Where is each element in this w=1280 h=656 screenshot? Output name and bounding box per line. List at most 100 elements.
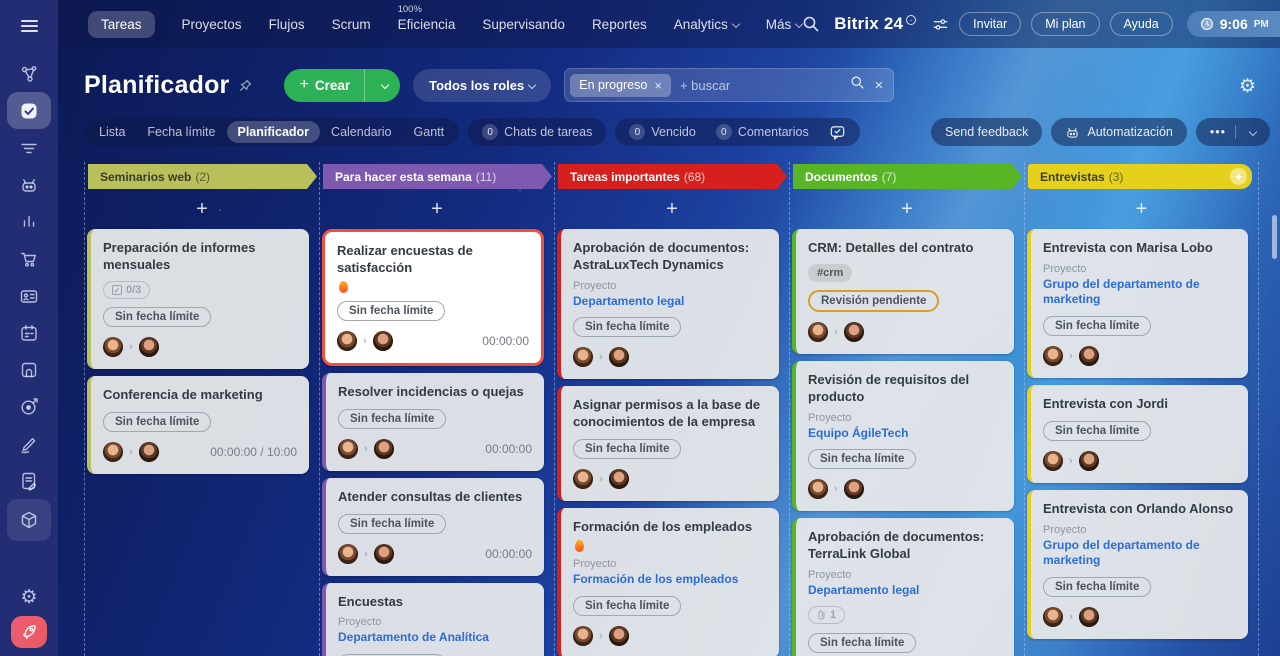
tab-calendario[interactable]: Calendario <box>331 125 392 139</box>
avatar[interactable] <box>808 321 828 342</box>
avatar[interactable] <box>1043 346 1063 367</box>
deadline-pill[interactable]: Sin fecha límite <box>1043 316 1152 337</box>
column-header[interactable]: Tareas importantes (68) <box>558 164 787 189</box>
avatar[interactable] <box>373 438 394 459</box>
task-filter-search[interactable]: En progreso × + buscar × <box>564 68 895 102</box>
avatar[interactable] <box>337 330 357 351</box>
column-header[interactable]: Entrevistas (3) + <box>1028 164 1252 189</box>
deadline-pill[interactable]: Sin fecha límite <box>338 408 447 429</box>
invite-button[interactable]: Invitar <box>959 12 1022 36</box>
rocket-icon[interactable] <box>11 616 47 648</box>
nav-mas[interactable]: Más <box>766 17 804 32</box>
project-link[interactable]: Formación de los empleados <box>573 572 739 587</box>
crm-contact-card-icon[interactable] <box>7 277 51 314</box>
automation-button[interactable]: Automatización <box>1051 118 1187 146</box>
task-card[interactable]: Aprobación de documentos: TerraLink Glob… <box>792 518 1014 656</box>
deadline-pill[interactable]: Sin fecha límite <box>808 449 917 470</box>
task-card[interactable]: Formación de los empleados Proyecto Form… <box>557 508 779 656</box>
vertical-scrollbar[interactable] <box>1272 215 1277 259</box>
analytics-chart-icon[interactable] <box>7 203 51 240</box>
tab-fecha-limite[interactable]: Fecha límite <box>147 125 216 139</box>
avatar[interactable] <box>138 336 159 357</box>
sign-pen-icon[interactable] <box>7 425 51 462</box>
board-settings-gear-icon[interactable]: ⚙ <box>1238 76 1256 97</box>
column-header[interactable]: Documentos (7) <box>793 164 1022 189</box>
add-task-button[interactable]: + <box>666 197 678 220</box>
overdue-counter[interactable]: 0 Vencido <box>619 120 705 144</box>
settings-gear-icon[interactable]: ⚙ <box>20 587 38 608</box>
create-button[interactable]: + Crear <box>283 68 401 102</box>
deadline-pill[interactable]: Sin fecha límite <box>573 317 682 338</box>
nav-proyectos[interactable]: Proyectos <box>181 16 242 32</box>
avatar[interactable] <box>372 330 393 351</box>
tab-gantt[interactable]: Gantt <box>413 125 445 139</box>
deadline-pill[interactable]: Sin fecha límite <box>338 513 447 534</box>
send-feedback-button[interactable]: Send feedback <box>930 118 1043 146</box>
avatar[interactable] <box>608 469 629 490</box>
avatar[interactable] <box>1078 450 1099 471</box>
task-card[interactable]: Entrevista con Jordi Sin fecha límite › <box>1027 385 1248 483</box>
deadline-pill[interactable]: Sin fecha límite <box>103 306 212 327</box>
planner-calendar-icon[interactable] <box>7 314 51 351</box>
more-actions-button[interactable]: ••• <box>1209 125 1226 139</box>
add-task-button[interactable]: + <box>431 197 443 220</box>
chip-remove-icon[interactable]: × <box>654 77 662 93</box>
tasks-icon[interactable] <box>7 92 51 129</box>
add-task-button[interactable]: + <box>196 197 208 220</box>
feed-icon[interactable] <box>7 129 51 166</box>
avatar[interactable] <box>573 625 593 646</box>
column-header[interactable]: Para hacer esta semana (11) <box>323 164 552 189</box>
warehouse-cube-icon[interactable] <box>7 499 51 541</box>
search-icon[interactable] <box>802 15 820 33</box>
avatar[interactable] <box>1043 607 1063 628</box>
project-link[interactable]: Departamento legal <box>573 293 685 308</box>
project-link[interactable]: Grupo del departamento de marketing <box>1043 537 1200 568</box>
task-chats-counter[interactable]: 0 Chats de tareas <box>468 118 607 146</box>
avatar[interactable] <box>1078 346 1099 367</box>
deadline-pill[interactable]: Sin fecha límite <box>1043 420 1152 441</box>
deadline-pill[interactable]: Sin fecha límite <box>573 595 682 616</box>
status-pill[interactable]: Revisión pendiente <box>808 289 940 312</box>
avatar[interactable] <box>608 625 629 646</box>
avatar[interactable] <box>608 347 629 368</box>
copilot-robot-icon[interactable] <box>7 166 51 203</box>
deadline-pill[interactable]: Sin fecha límite <box>337 300 446 321</box>
task-card[interactable]: Asignar permisos a la base de conocimien… <box>557 386 779 502</box>
share-network-icon[interactable] <box>7 55 51 92</box>
chat-check-icon[interactable] <box>819 120 856 145</box>
task-card[interactable]: Aprobación de documentos: AstraLuxTech D… <box>557 229 779 380</box>
shopping-cart-icon[interactable] <box>7 240 51 277</box>
clock-widget[interactable]: 9:06 PM <box>1186 11 1280 37</box>
task-card[interactable]: Conferencia de marketing Sin fecha límit… <box>87 375 309 474</box>
search-submit-icon[interactable] <box>850 75 865 95</box>
tariff-sliders-icon[interactable] <box>932 16 949 33</box>
add-task-button[interactable]: + <box>1135 197 1148 220</box>
avatar[interactable] <box>808 479 828 500</box>
marketing-target-icon[interactable] <box>7 388 51 425</box>
deadline-pill[interactable]: Sin fecha límite <box>573 439 682 460</box>
project-link[interactable]: Departamento de Analítica <box>338 630 489 645</box>
roles-filter-dropdown[interactable]: Todos los roles <box>413 68 552 102</box>
task-card[interactable]: Resolver incidencias o quejas Sin fecha … <box>322 372 544 471</box>
task-card[interactable]: Preparación de informes mensuales ✓ 0/3 S… <box>87 229 309 369</box>
avatar[interactable] <box>843 321 864 342</box>
pin-icon[interactable] <box>239 79 252 97</box>
avatar[interactable] <box>1043 450 1063 471</box>
menu-hamburger-icon[interactable] <box>20 17 38 35</box>
avatar[interactable] <box>338 438 358 459</box>
tab-lista[interactable]: Lista <box>99 125 126 139</box>
avatar[interactable] <box>138 441 159 462</box>
add-stage-button[interactable]: + <box>1230 168 1247 185</box>
avatar[interactable] <box>338 543 358 564</box>
avatar[interactable] <box>573 469 593 490</box>
project-link[interactable]: Departamento legal <box>808 583 920 598</box>
task-card[interactable]: Atender consultas de clientes Sin fecha … <box>322 477 544 576</box>
avatar[interactable] <box>843 479 864 500</box>
deadline-pill[interactable]: Sin fecha límite <box>808 632 917 653</box>
bitrix24-logo[interactable]: Bitrix 24 · <box>834 14 918 34</box>
task-card[interactable]: Encuestas Proyecto Departamento de Analí… <box>322 582 544 656</box>
avatar[interactable] <box>103 336 123 357</box>
project-link[interactable]: Equipo ÁgileTech <box>808 425 909 440</box>
create-dropdown-caret[interactable] <box>365 69 400 102</box>
filter-chip-en-progreso[interactable]: En progreso × <box>570 73 671 97</box>
